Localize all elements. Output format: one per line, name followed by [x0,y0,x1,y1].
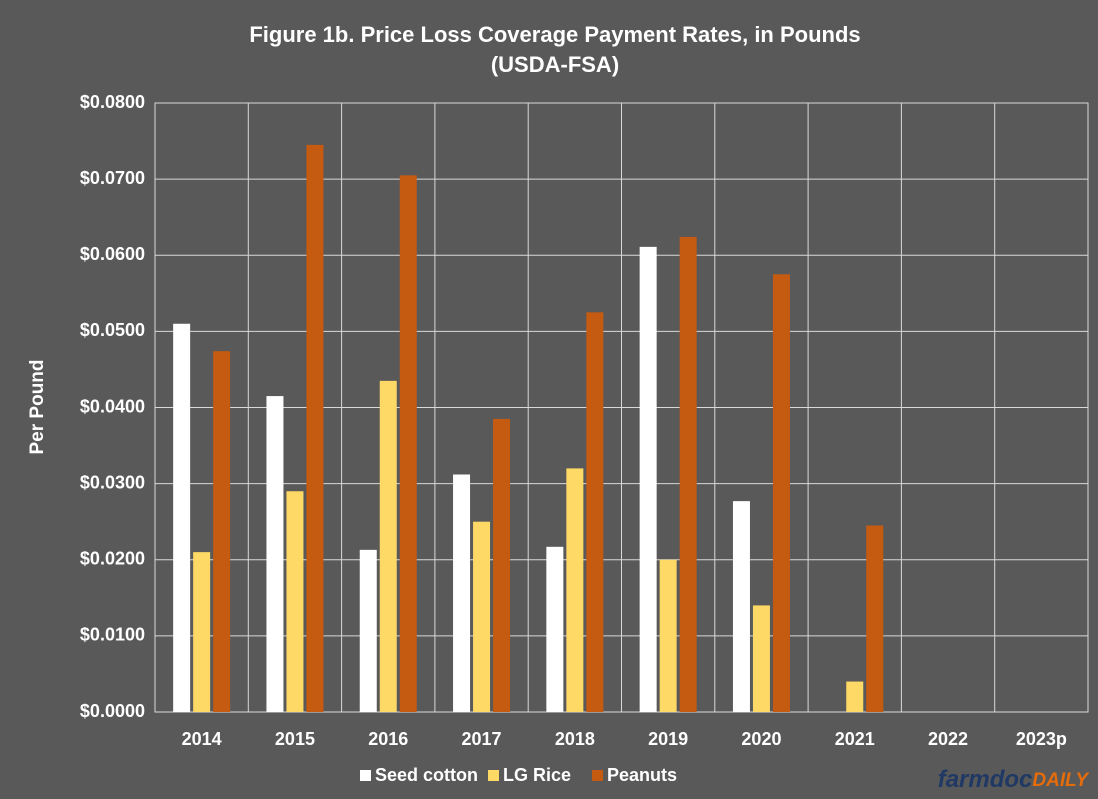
bar [546,546,564,712]
y-tick-label: $0.0700 [80,168,145,188]
legend-swatch [360,770,371,781]
logo: farmdocDAILY [938,766,1091,793]
bar [659,559,677,712]
bar [306,144,324,712]
x-tick-label: 2017 [462,729,502,749]
logo-accent: DAILY [1032,770,1090,791]
legend-label: Peanuts [607,765,677,785]
bar [399,175,417,713]
x-tick-label: 2015 [275,729,315,749]
bar [732,501,750,712]
x-tick-label: 2018 [555,729,595,749]
y-tick-label: $0.0000 [80,701,145,721]
bar [866,525,884,712]
bar [173,323,191,712]
bar [566,468,584,712]
y-tick-label: $0.0600 [80,244,145,264]
bar [213,351,231,712]
bar [453,474,471,712]
x-tick-label: 2022 [928,729,968,749]
legend-swatch [488,770,499,781]
bar [752,605,770,712]
y-tick-label: $0.0800 [80,92,145,112]
bar [286,491,304,712]
bar [359,549,377,712]
bar [193,552,211,712]
y-tick-label: $0.0200 [80,549,145,569]
legend-label: LG Rice [503,765,571,785]
legend-swatch [592,770,603,781]
x-tick-label: 2020 [741,729,781,749]
x-tick-label: 2023p [1016,729,1067,749]
bar [772,274,790,712]
x-tick-label: 2019 [648,729,688,749]
bar [846,681,864,712]
y-axis-label: Per Pound [27,359,48,454]
y-tick-label: $0.0400 [80,396,145,416]
y-tick-label: $0.0300 [80,472,145,492]
bar [586,312,604,712]
bar [679,236,697,713]
chart-subtitle: (USDA-FSA) [491,52,619,77]
y-tick-label: $0.0500 [80,320,145,340]
chart-title: Figure 1b. Price Loss Coverage Payment R… [249,22,860,47]
logo-main: farmdoc [938,766,1033,793]
bar [473,521,491,712]
x-tick-label: 2014 [182,729,222,749]
bar [379,380,397,712]
bar [493,418,511,712]
y-tick-label: $0.0100 [80,625,145,645]
legend-label: Seed cotton [375,765,478,785]
bar [266,396,284,712]
bar [639,246,657,712]
x-tick-label: 2021 [835,729,875,749]
x-tick-label: 2016 [368,729,408,749]
